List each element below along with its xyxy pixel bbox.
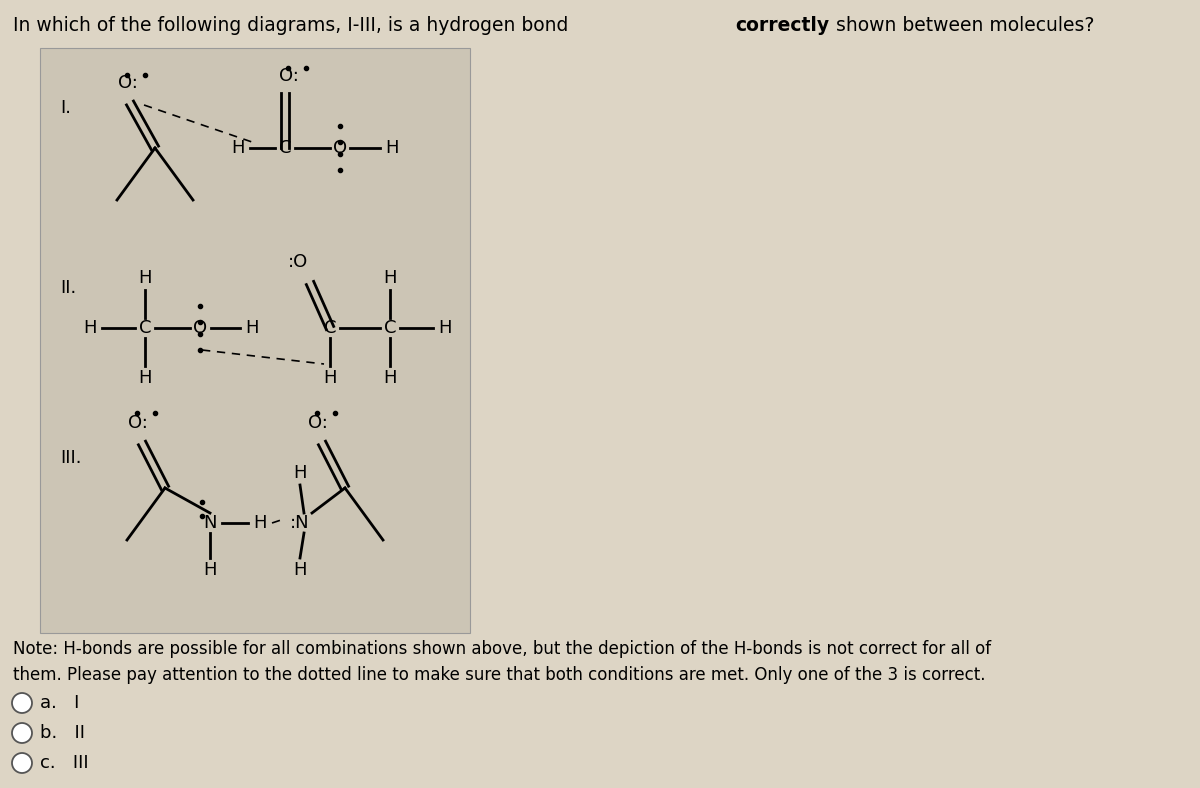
Text: H: H (253, 514, 266, 532)
Text: H: H (203, 561, 217, 579)
Text: N: N (203, 514, 217, 532)
Text: II.: II. (60, 279, 77, 297)
Text: O: O (332, 139, 347, 157)
Text: O:: O: (308, 414, 328, 432)
Text: O: O (193, 319, 208, 337)
Text: them. Please pay attention to the dotted line to make sure that both conditions : them. Please pay attention to the dotted… (13, 666, 985, 684)
Text: :O: :O (288, 253, 308, 271)
Circle shape (12, 723, 32, 743)
Text: H: H (138, 269, 151, 287)
Text: C: C (139, 319, 151, 337)
Text: H: H (438, 319, 451, 337)
Text: :N: :N (290, 514, 310, 532)
Circle shape (12, 753, 32, 773)
Text: H: H (83, 319, 97, 337)
Text: O:: O: (280, 67, 299, 85)
Text: H: H (323, 369, 337, 387)
Text: I.: I. (60, 99, 71, 117)
Text: C: C (384, 319, 396, 337)
Text: H: H (138, 369, 151, 387)
Text: c.   III: c. III (40, 754, 89, 772)
Text: III.: III. (60, 449, 82, 467)
Text: a.   I: a. I (40, 694, 79, 712)
Text: correctly: correctly (734, 16, 829, 35)
Bar (40, 48, 470, 633)
Text: b.   II: b. II (40, 724, 85, 742)
Text: shown between molecules?: shown between molecules? (830, 16, 1094, 35)
Text: H: H (293, 561, 307, 579)
Text: Note: H-bonds are possible for all combinations shown above, but the depiction o: Note: H-bonds are possible for all combi… (13, 640, 991, 658)
Text: H: H (383, 369, 397, 387)
Text: H: H (383, 269, 397, 287)
Text: H: H (245, 319, 259, 337)
Text: C: C (324, 319, 336, 337)
Text: H: H (293, 464, 307, 482)
Circle shape (12, 693, 32, 713)
Text: O:: O: (128, 414, 148, 432)
Text: C: C (278, 139, 292, 157)
Text: In which of the following diagrams, I-III, is a hydrogen bond: In which of the following diagrams, I-II… (13, 16, 575, 35)
Text: O:: O: (118, 74, 138, 92)
Text: H: H (232, 139, 245, 157)
Text: H: H (385, 139, 398, 157)
